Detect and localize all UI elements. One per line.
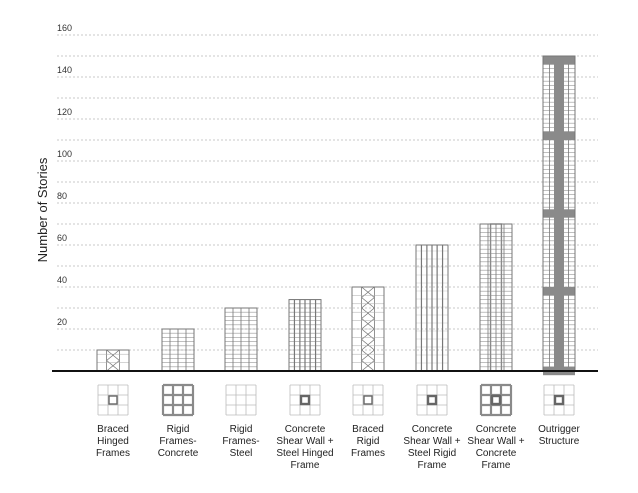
bar [161,328,195,372]
category-label: Outrigger Structure [538,424,580,447]
y-tick-label: 80 [57,191,67,201]
bar [288,299,322,372]
gridlines [57,34,598,351]
category-label: Braced Hinged Frames [96,424,130,459]
y-axis-label: Number of Stories [35,157,50,262]
plan-icon [416,384,448,416]
category-label: Rigid Frames-Concrete [158,424,199,459]
y-tick-label: 160 [57,23,72,33]
category-label: Concrete Shear Wall + Concrete Frame [467,424,524,471]
bar [479,223,513,372]
bar [96,349,130,372]
bar [542,55,576,376]
y-tick-label: 60 [57,233,67,243]
y-tick-label: 20 [57,317,67,327]
y-tick-label: 100 [57,149,72,159]
category-labels: Braced Hinged Frames Rigid Frames-Concrete Ri… [96,424,580,471]
bar [351,286,385,372]
plan-icon [289,384,321,416]
category-label: Braced Rigid Frames [351,424,385,459]
plan-icon [543,384,575,416]
bar [415,244,449,372]
y-tick-labels: 20 40 60 80 100 120 140 160 [57,23,72,327]
y-tick-label: 40 [57,275,67,285]
plan-icon [479,383,513,417]
y-tick-label: 120 [57,107,72,117]
category-label: Concrete Shear Wall + Steel Rigid Frame [403,424,460,471]
plan-icon [352,384,384,416]
bar [224,307,258,372]
plan-icon [161,383,195,417]
y-tick-label: 140 [57,65,72,75]
plan-icon [97,384,129,416]
plan-icons [97,383,575,417]
bars [96,55,576,376]
category-label: Rigid Frames-Steel [222,424,259,459]
category-label: Concrete Shear Wall + Steel Hinged Frame [276,424,333,471]
plan-icon [225,384,257,416]
